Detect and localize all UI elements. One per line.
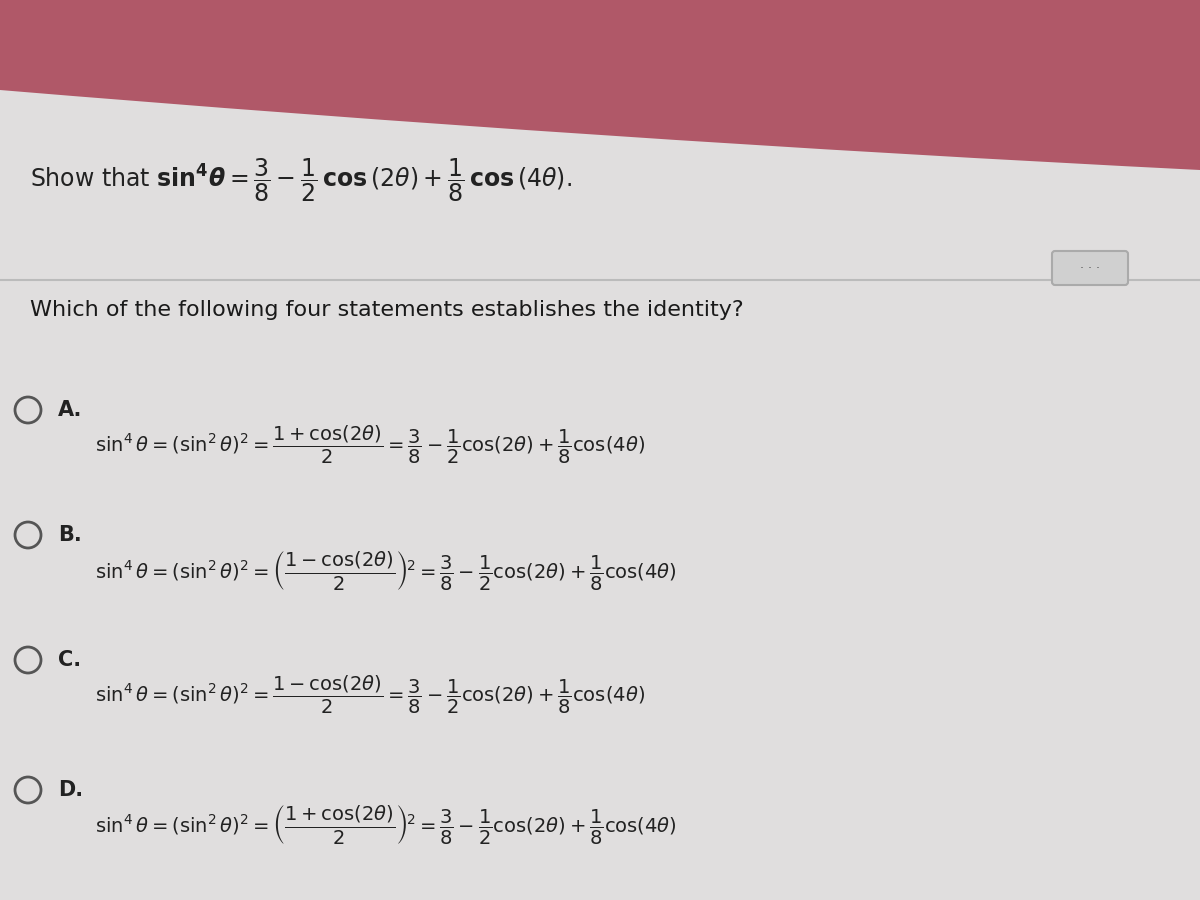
Text: Show that $\mathbf{sin}^{\mathbf{4}}\boldsymbol{\theta} = \dfrac{3}{8} - \dfrac{: Show that $\mathbf{sin}^{\mathbf{4}}\bol… (30, 157, 572, 203)
Text: A.: A. (58, 400, 83, 420)
Text: Which of the following four statements establishes the identity?: Which of the following four statements e… (30, 300, 744, 320)
Text: B.: B. (58, 525, 82, 545)
Text: · · ·: · · · (1080, 262, 1100, 274)
Text: D.: D. (58, 780, 83, 800)
FancyBboxPatch shape (1052, 251, 1128, 285)
PathPatch shape (0, 0, 1200, 170)
Text: $\sin^4\theta = \left(\sin^2\theta\right)^2 = \dfrac{1+\cos(2\theta)}{2} = \dfra: $\sin^4\theta = \left(\sin^2\theta\right… (95, 424, 644, 466)
Text: $\sin^4\theta = \left(\sin^2\theta\right)^2 = \dfrac{1-\cos(2\theta)}{2} = \dfra: $\sin^4\theta = \left(\sin^2\theta\right… (95, 674, 644, 716)
Text: $\sin^4\theta = \left(\sin^2\theta\right)^2 = \left(\dfrac{1+\cos(2\theta)}{2}\r: $\sin^4\theta = \left(\sin^2\theta\right… (95, 804, 677, 847)
Text: C.: C. (58, 650, 82, 670)
Text: $\sin^4\theta = \left(\sin^2\theta\right)^2 = \left(\dfrac{1-\cos(2\theta)}{2}\r: $\sin^4\theta = \left(\sin^2\theta\right… (95, 548, 677, 591)
